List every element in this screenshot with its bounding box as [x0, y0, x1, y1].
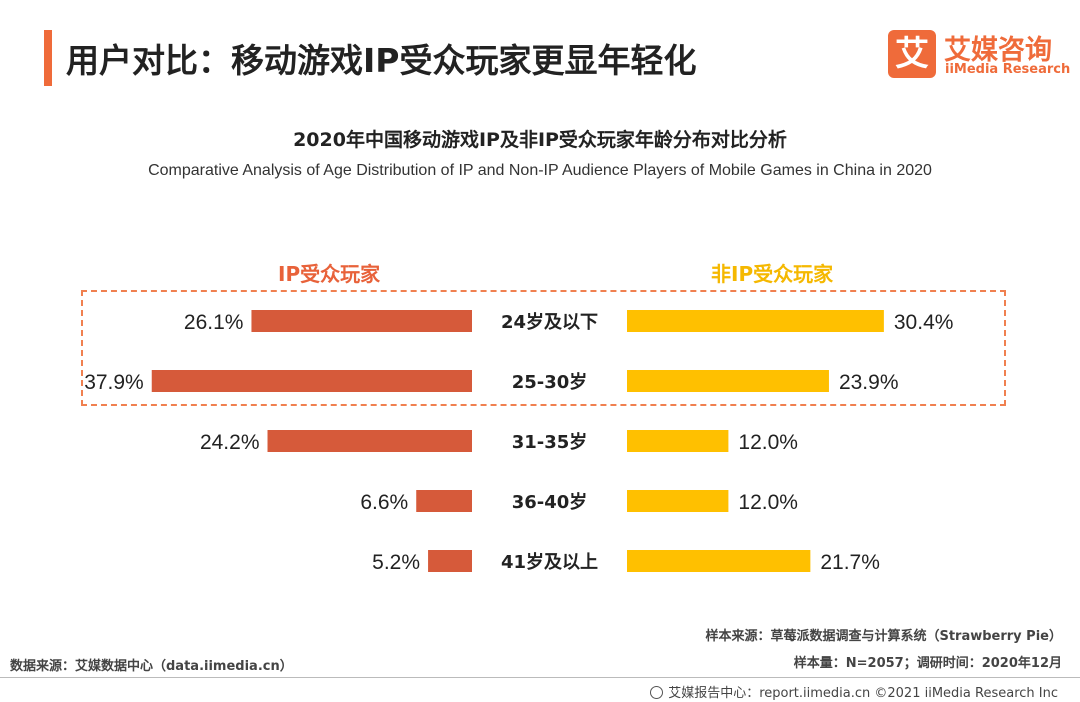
report-center-note: 艾媒报告中心：report.iimedia.cn ©2021 iiMedia R… [650, 682, 1058, 701]
category-label-1: 25-30岁 [512, 371, 588, 393]
chart-subtitle: Comparative Analysis of Age Distribution… [148, 162, 932, 179]
logo-mark-icon: 艾 [888, 30, 936, 78]
bar-non-ip-2 [627, 430, 729, 452]
bar-ip-1 [151, 370, 472, 392]
bar-non-ip-1 [627, 370, 829, 392]
category-label-2: 31-35岁 [512, 431, 588, 453]
highlight-box-young-groups [81, 290, 1006, 406]
legend-ip-players: IP受众玩家 [278, 262, 381, 286]
data-label-ip-4: 5.2% [372, 551, 420, 574]
page-title: 用户对比：移动游戏IP受众玩家更显年轻化 [66, 41, 697, 80]
globe-icon [650, 686, 664, 699]
data-label-non-ip-4: 21.7% [820, 551, 880, 574]
logo-chinese-text: 艾媒咨询 [944, 35, 1052, 66]
data-label-non-ip-1: 23.9% [839, 371, 899, 394]
bar-non-ip-4 [627, 550, 811, 572]
data-label-ip-1: 37.9% [84, 371, 144, 394]
category-label-3: 36-40岁 [512, 491, 588, 513]
logo-english-text: iiMedia Research [945, 62, 1071, 77]
category-label-4: 41岁及以上 [501, 551, 598, 573]
category-label-0: 24岁及以下 [501, 311, 598, 333]
bar-non-ip-0 [627, 310, 884, 332]
chart-title: 2020年中国移动游戏IP及非IP受众玩家年龄分布对比分析 [293, 129, 787, 151]
bar-non-ip-3 [627, 490, 729, 512]
data-label-ip-2: 24.2% [200, 431, 260, 454]
data-label-non-ip-3: 12.0% [738, 491, 798, 514]
iimedia-logo: 艾 艾媒咨询 iiMedia Research [888, 30, 1071, 82]
legend-non-ip-players: 非IP受众玩家 [711, 262, 834, 286]
bar-ip-2 [267, 430, 472, 452]
sample-source-note: 样本来源：草莓派数据调查与计算系统（Strawberry Pie） [705, 629, 1062, 644]
footer-divider [0, 677, 1080, 678]
bar-ip-3 [416, 490, 472, 512]
data-source-note: 数据来源：艾媒数据中心（data.iimedia.cn） [10, 659, 293, 674]
bar-ip-4 [428, 550, 472, 572]
bar-ip-0 [251, 310, 472, 332]
data-label-non-ip-2: 12.0% [738, 431, 798, 454]
title-accent-bar [44, 30, 52, 86]
data-label-ip-3: 6.6% [360, 491, 408, 514]
data-label-non-ip-0: 30.4% [894, 311, 954, 334]
report-center-text: 艾媒报告中心：report.iimedia.cn ©2021 iiMedia R… [668, 686, 1058, 701]
data-label-ip-0: 26.1% [184, 311, 244, 334]
sample-size-note: 样本量：N=2057；调研时间：2020年12月 [793, 656, 1062, 671]
